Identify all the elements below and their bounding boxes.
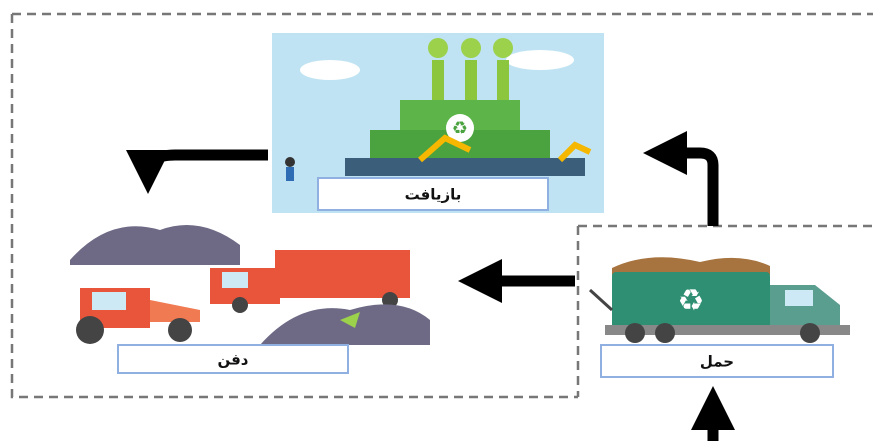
svg-text:♻: ♻ xyxy=(678,284,705,319)
arrow-transport-to-recycle xyxy=(665,153,713,226)
arrow-recycle-to-landfill xyxy=(148,155,268,172)
svg-text:♻: ♻ xyxy=(452,118,468,139)
landfill-illustration xyxy=(70,225,430,345)
truck-illustration: ♻ xyxy=(590,257,850,343)
node-label: حمل xyxy=(700,353,734,371)
node-label: بازیافت xyxy=(405,186,462,204)
diagram: ♻ بازیافت دفن ♻ حمل xyxy=(0,0,873,441)
node-label: دفن xyxy=(217,351,248,369)
page: ♻ بازیافت دفن ♻ حمل xyxy=(0,0,873,441)
